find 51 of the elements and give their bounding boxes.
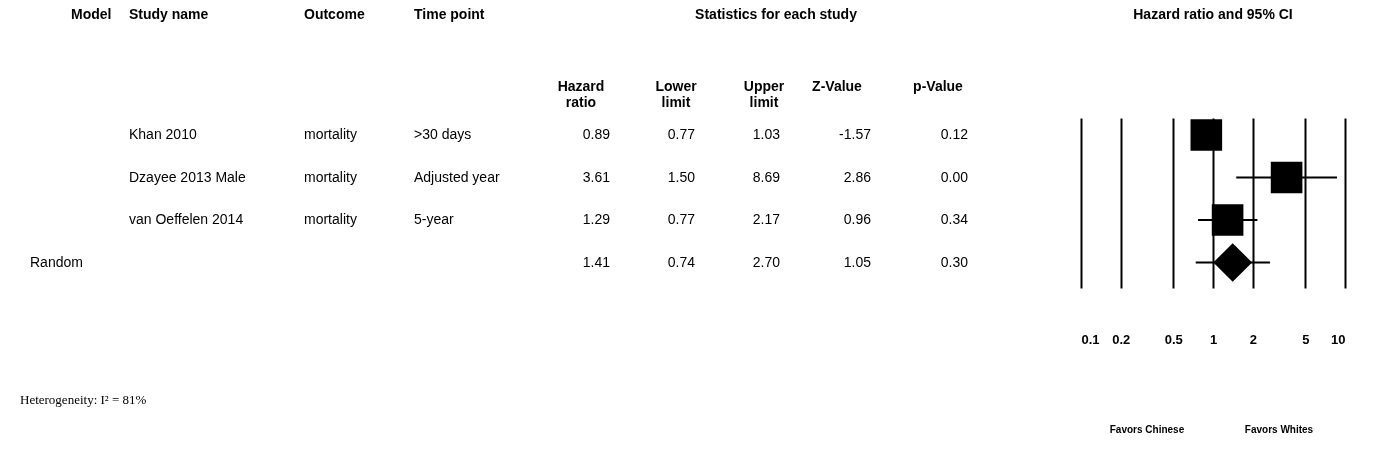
text: 1.50 (667, 168, 695, 185)
text: 1.03 (752, 126, 780, 142)
text: >30 days (414, 126, 472, 142)
text: 1.05 (843, 253, 871, 270)
text: 2.70 (752, 253, 780, 270)
text: 0.00 (940, 168, 968, 185)
x-tick-label: 0.5 (1164, 331, 1183, 347)
category-label: Upper limit (743, 78, 785, 110)
text: 0.77 (667, 126, 695, 142)
text: -1.57 (839, 126, 871, 142)
text: Adjusted year (414, 168, 500, 185)
text: 0.89 (582, 126, 610, 142)
x-tick-label: 0.1 (1081, 331, 1100, 347)
text: 0.34 (940, 211, 968, 227)
text: 2.86 (843, 168, 871, 185)
text: mortality (304, 168, 357, 185)
x-tick-label: 0.2 (1112, 331, 1131, 347)
category-label: Z-Value (812, 78, 863, 94)
text: 0.77 (667, 211, 695, 227)
text: 0.12 (940, 126, 968, 142)
x-tick-label: 1 (1209, 331, 1218, 347)
x-tick-label: 10 (1331, 331, 1346, 347)
text: Dzayee 2013 Male (129, 168, 246, 185)
text: 1.29 (582, 211, 610, 227)
category-label: Outcome (304, 6, 365, 22)
text: 8.69 (752, 168, 780, 185)
text: Favors Chinese (1109, 424, 1185, 435)
text: 3.61 (582, 168, 610, 185)
text: 2.17 (752, 211, 780, 227)
text: mortality (304, 126, 357, 142)
category-label: Lower limit (655, 78, 698, 110)
text: 0.96 (843, 211, 871, 227)
text: 5-year (414, 211, 454, 227)
category-label: Model (71, 6, 112, 22)
x-tick-label: 2 (1249, 331, 1257, 347)
category-label: p-Value (913, 78, 964, 94)
text: Statistics for each study (695, 6, 858, 22)
category-label: Hazard ratio (557, 78, 605, 110)
text: Heterogeneity: I² = 81% (20, 392, 147, 407)
text: 0.30 (940, 253, 968, 270)
text: mortality (304, 211, 357, 227)
text: van Oeffelen 2014 (129, 211, 244, 227)
category-label: Time point (414, 6, 485, 22)
text: Khan 2010 (129, 126, 197, 142)
text: Random (30, 253, 83, 270)
text: 1.41 (582, 253, 610, 270)
text: 0.74 (667, 253, 695, 270)
x-tick-label: 5 (1302, 331, 1310, 347)
category-label: Study name (129, 6, 209, 22)
text: Favors Whites (1244, 424, 1314, 435)
chart-title: Hazard ratio and 95% CI (1133, 6, 1293, 22)
